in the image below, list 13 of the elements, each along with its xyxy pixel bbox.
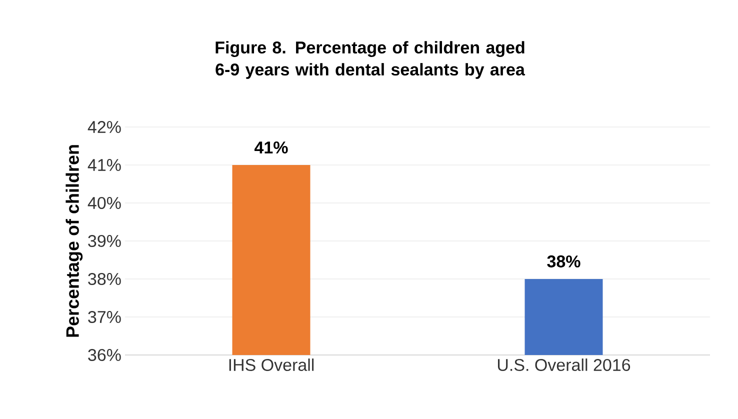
chart-title: Figure 8. Percentage of children aged 6-9 years with dental sealants by area xyxy=(216,41,526,79)
x-tick-label: U.S. Overall 2016 xyxy=(498,358,630,372)
y-tick-label: 39% xyxy=(88,234,121,248)
y-tick-label: 42% xyxy=(88,121,121,133)
y-tick-label: 36% xyxy=(88,348,121,362)
y-tick-label: 40% xyxy=(88,196,121,210)
y-tick-label: 38% xyxy=(88,272,121,286)
y-tick-label: 41% xyxy=(88,159,121,171)
y-axis-title: Percentage of children xyxy=(66,145,83,337)
y-tick-label: 37% xyxy=(88,310,121,324)
data-label: 38% xyxy=(547,255,580,268)
x-tick-label: IHS Overall xyxy=(229,358,314,372)
data-label: 41% xyxy=(254,142,288,154)
